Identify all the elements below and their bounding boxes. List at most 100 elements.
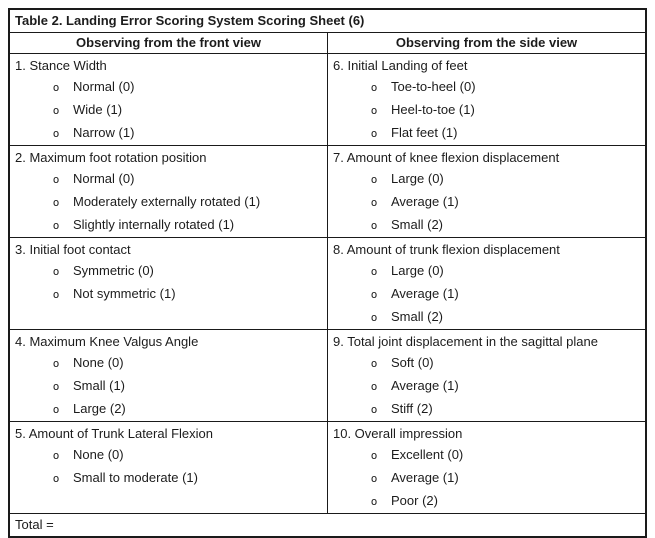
option-label: Normal (0) xyxy=(73,79,135,94)
option-label: Flat feet (1) xyxy=(391,125,458,140)
circle-bullet-icon: o xyxy=(52,403,60,416)
option-row: o Average (1) xyxy=(333,191,641,214)
circle-bullet-icon: o xyxy=(370,380,378,393)
option-label: Small (2) xyxy=(391,217,444,232)
option-label: Toe-to-heel (0) xyxy=(391,79,476,94)
option-row: o Narrow (1) xyxy=(15,122,323,145)
option-row: o Average (1) xyxy=(333,375,641,398)
option-label: Stiff (2) xyxy=(391,401,433,416)
option-label: Large (2) xyxy=(73,401,126,416)
option-row: o Large (2) xyxy=(15,398,323,421)
option-row: o Large (0) xyxy=(333,260,641,283)
option-label: Moderately externally rotated (1) xyxy=(73,194,261,209)
circle-bullet-icon: o xyxy=(52,265,60,278)
option-row: o Symmetric (0) xyxy=(15,260,323,283)
item-heading: 8. Amount of trunk flexion displacement xyxy=(333,242,560,257)
option-row: o Flat feet (1) xyxy=(333,122,641,145)
table-row: 5. Amount of Trunk Lateral Flexion o None… xyxy=(8,421,647,514)
item-cell-sagittal-displacement: 9. Total joint displacement in the sagit… xyxy=(327,329,647,422)
item-heading: 3. Initial foot contact xyxy=(15,242,131,257)
option-label: None (0) xyxy=(73,447,124,462)
option-row: o Stiff (2) xyxy=(333,398,641,421)
circle-bullet-icon: o xyxy=(52,127,60,140)
option-label: Wide (1) xyxy=(73,102,123,117)
item-heading: 4. Maximum Knee Valgus Angle xyxy=(15,334,199,349)
option-label: Average (1) xyxy=(391,470,459,485)
option-row: o None (0) xyxy=(15,352,323,375)
option-label: Small (1) xyxy=(73,378,126,393)
column-header-side-view: Observing from the side view xyxy=(327,32,647,54)
item-cell-trunk-flexion: 8. Amount of trunk flexion displacement … xyxy=(327,237,647,330)
circle-bullet-icon: o xyxy=(52,173,60,186)
option-row: o Slightly internally rotated (1) xyxy=(15,214,323,237)
item-heading: 1. Stance Width xyxy=(15,58,107,73)
option-row: o Soft (0) xyxy=(333,352,641,375)
item-heading: 5. Amount of Trunk Lateral Flexion xyxy=(15,426,213,441)
option-label: Large (0) xyxy=(391,263,444,278)
circle-bullet-icon: o xyxy=(370,81,378,94)
option-label: Narrow (1) xyxy=(73,125,135,140)
item-cell-knee-flexion: 7. Amount of knee flexion displacement o… xyxy=(327,145,647,238)
circle-bullet-icon: o xyxy=(370,495,378,508)
item-heading: 6. Initial Landing of feet xyxy=(333,58,468,73)
circle-bullet-icon: o xyxy=(52,81,60,94)
item-cell-foot-rotation: 2. Maximum foot rotation position o Norma… xyxy=(8,145,328,238)
circle-bullet-icon: o xyxy=(370,311,378,324)
item-heading: 2. Maximum foot rotation position xyxy=(15,150,207,165)
total-label: Total = xyxy=(8,513,647,538)
option-row: o Poor (2) xyxy=(333,490,641,513)
item-cell-knee-valgus: 4. Maximum Knee Valgus Angle o None (0) o… xyxy=(8,329,328,422)
option-label: Average (1) xyxy=(391,194,459,209)
circle-bullet-icon: o xyxy=(370,449,378,462)
circle-bullet-icon: o xyxy=(370,265,378,278)
circle-bullet-icon: o xyxy=(52,357,60,370)
option-row: o Small (1) xyxy=(15,375,323,398)
total-row: Total = xyxy=(8,513,647,538)
option-label: Small to moderate (1) xyxy=(73,470,198,485)
option-row: o None (0) xyxy=(15,444,323,467)
circle-bullet-icon: o xyxy=(370,104,378,117)
item-cell-foot-contact: 3. Initial foot contact o Symmetric (0) o… xyxy=(8,237,328,330)
table-row: 2. Maximum foot rotation position o Norma… xyxy=(8,145,647,238)
circle-bullet-icon: o xyxy=(370,357,378,370)
circle-bullet-icon: o xyxy=(52,196,60,209)
page: Table 2. Landing Error Scoring System Sc… xyxy=(8,8,647,538)
circle-bullet-icon: o xyxy=(52,472,60,485)
circle-bullet-icon: o xyxy=(370,219,378,232)
table-title: Table 2. Landing Error Scoring System Sc… xyxy=(8,8,647,33)
header-row: Observing from the front view Observing … xyxy=(8,32,647,54)
option-label: Soft (0) xyxy=(391,355,434,370)
option-row: o Not symmetric (1) xyxy=(15,283,323,306)
option-row: o Moderately externally rotated (1) xyxy=(15,191,323,214)
option-row: o Wide (1) xyxy=(15,99,323,122)
column-header-front-view: Observing from the front view xyxy=(8,32,328,54)
option-label: Large (0) xyxy=(391,171,444,186)
circle-bullet-icon: o xyxy=(52,380,60,393)
table-row: 3. Initial foot contact o Symmetric (0) o… xyxy=(8,237,647,330)
circle-bullet-icon: o xyxy=(52,449,60,462)
option-row: o Average (1) xyxy=(333,283,641,306)
item-cell-initial-landing: 6. Initial Landing of feet o Toe-to-heel … xyxy=(327,53,647,146)
option-row: o Normal (0) xyxy=(15,76,323,99)
item-heading: 9. Total joint displacement in the sagit… xyxy=(333,334,598,349)
option-row: o Average (1) xyxy=(333,467,641,490)
option-row: o Small (2) xyxy=(333,214,641,237)
option-label: Symmetric (0) xyxy=(73,263,154,278)
option-row: o Toe-to-heel (0) xyxy=(333,76,641,99)
option-row: o Small (2) xyxy=(333,306,641,329)
circle-bullet-icon: o xyxy=(370,403,378,416)
item-cell-trunk-lateral-flexion: 5. Amount of Trunk Lateral Flexion o None… xyxy=(8,421,328,514)
circle-bullet-icon: o xyxy=(52,288,60,301)
option-row: o Large (0) xyxy=(333,168,641,191)
option-label: Poor (2) xyxy=(391,493,438,508)
item-heading: 10. Overall impression xyxy=(333,426,463,441)
option-label: Slightly internally rotated (1) xyxy=(73,217,235,232)
option-label: Not symmetric (1) xyxy=(73,286,176,301)
circle-bullet-icon: o xyxy=(370,173,378,186)
circle-bullet-icon: o xyxy=(52,104,60,117)
option-label: Average (1) xyxy=(391,286,459,301)
option-label: Normal (0) xyxy=(73,171,135,186)
